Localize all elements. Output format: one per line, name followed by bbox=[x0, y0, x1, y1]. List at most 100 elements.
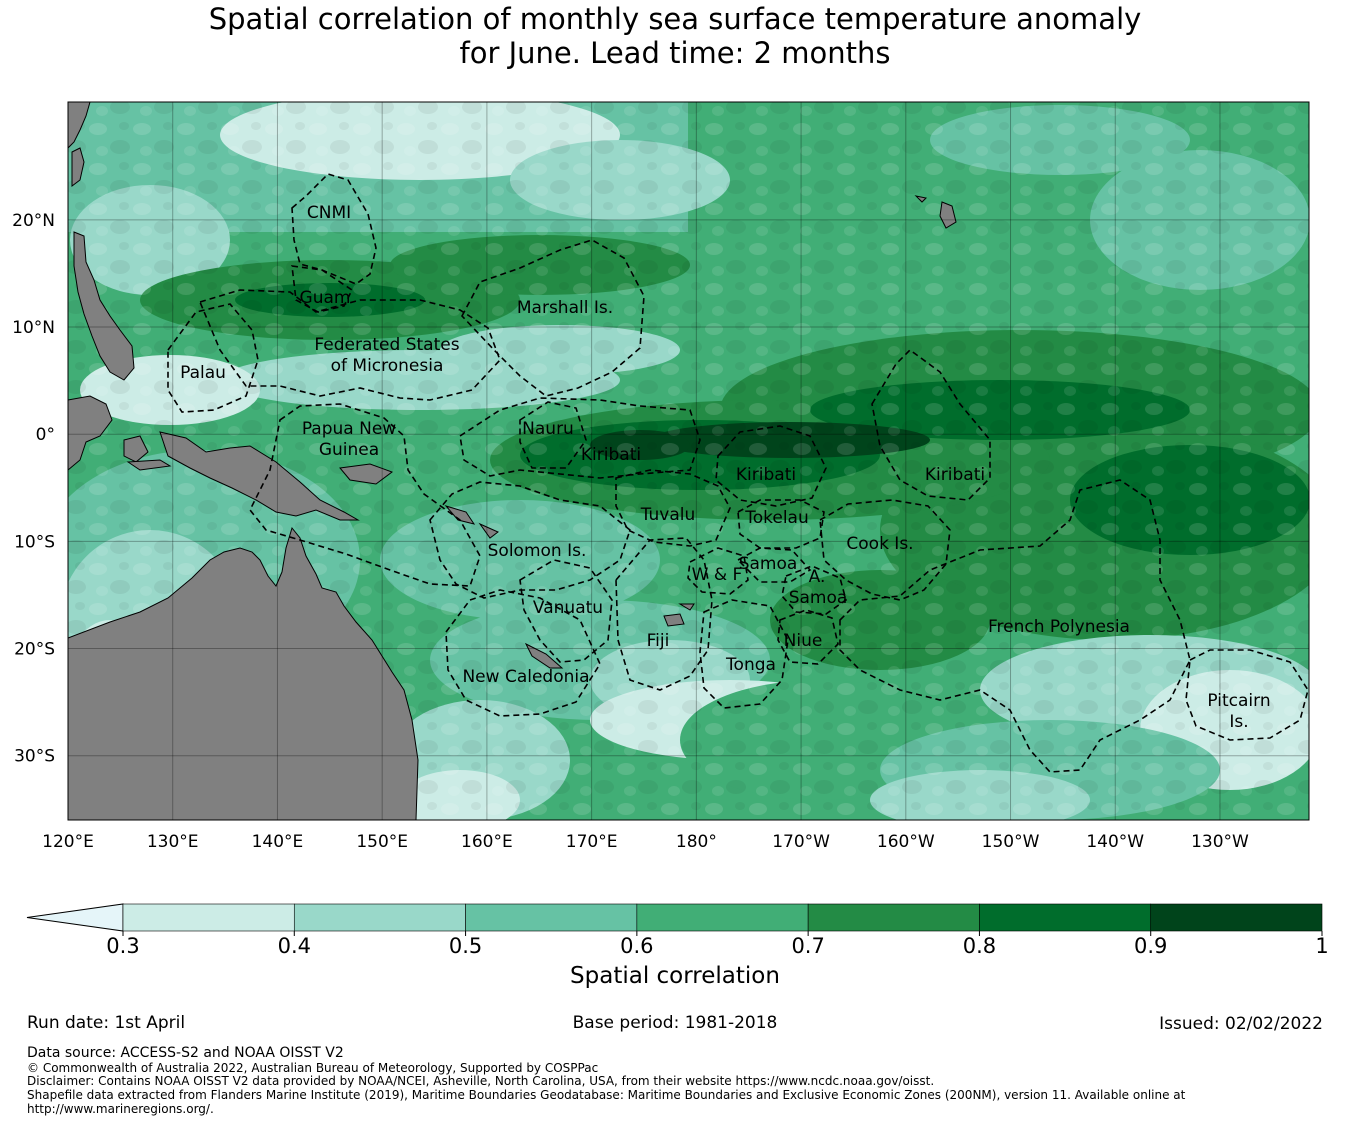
eez-wallis-futuna bbox=[687, 547, 749, 595]
region-label: Samoa bbox=[739, 554, 798, 574]
hawaii-2-landmass bbox=[914, 195, 928, 203]
colorbar-segment bbox=[465, 903, 638, 932]
region-label: Nauru bbox=[522, 419, 574, 439]
colorbar-tick-label: 0.7 bbox=[791, 934, 824, 958]
borneo-sulawesi-landmass bbox=[68, 395, 113, 471]
region-label: Vanuatu bbox=[533, 598, 603, 618]
colorbar-tick-label: 0.6 bbox=[620, 934, 653, 958]
region-label: Solomon Is. bbox=[488, 541, 587, 561]
lon-tick-label: 170°E bbox=[566, 832, 618, 852]
region-label: CNMI bbox=[307, 203, 351, 223]
eez-cook bbox=[819, 499, 951, 601]
lon-tick-label: 130°W bbox=[1191, 832, 1249, 852]
hawaii-landmass bbox=[939, 201, 957, 229]
eez-png bbox=[249, 403, 481, 587]
halmahera-landmass bbox=[123, 435, 149, 463]
sst-correlation-field bbox=[68, 102, 1309, 820]
base-period: Base period: 1981-2018 bbox=[572, 1013, 778, 1033]
lat-tick-label: 20°S bbox=[14, 640, 55, 660]
eez-niue bbox=[777, 609, 839, 665]
colorbar-segment bbox=[979, 903, 1152, 932]
region-label: Tokelau bbox=[744, 508, 809, 528]
eez-american-samoa bbox=[781, 565, 847, 615]
colorbar-tick-labels: 0.3 0.4 0.5 0.6 0.7 0.8 0.9 1 bbox=[106, 931, 1329, 958]
colorbar-tick-label: 0.4 bbox=[278, 934, 311, 958]
region-label: Niue bbox=[784, 631, 823, 651]
eez-nauru bbox=[519, 401, 587, 469]
colorbar-label: Spatial correlation bbox=[570, 963, 780, 989]
eez-french-polynesia bbox=[839, 479, 1191, 773]
run-date: Run date: 1st April bbox=[27, 1013, 186, 1033]
map-frame bbox=[67, 101, 1310, 821]
timor-landmass bbox=[126, 459, 172, 471]
colorbar-extend-arrow bbox=[26, 903, 124, 932]
region-label: Kiribati bbox=[736, 465, 796, 485]
fiji-landmass bbox=[663, 613, 685, 627]
lon-tick-label: 120°E bbox=[42, 832, 94, 852]
land-masses bbox=[68, 102, 957, 820]
eez-marshall bbox=[461, 239, 645, 397]
region-label: New Caledonia bbox=[462, 667, 589, 687]
region-label: Marshall Is. bbox=[517, 298, 613, 318]
colorbar-segment bbox=[293, 903, 466, 932]
taiwan-landmass bbox=[71, 147, 85, 187]
colorbar-tick-label: 0.5 bbox=[449, 934, 482, 958]
eez-kiribati-phoenix bbox=[715, 425, 827, 507]
eez-tuvalu bbox=[615, 469, 731, 547]
eez-micronesia bbox=[198, 289, 501, 401]
colorbar-tick-label: 0.9 bbox=[1134, 934, 1167, 958]
solomon-islands-landmass bbox=[444, 505, 476, 525]
eez-solomon bbox=[429, 481, 631, 599]
australia-landmass bbox=[68, 526, 419, 820]
eez-tonga bbox=[699, 599, 789, 709]
lat-tick-label: 10°S bbox=[14, 532, 55, 552]
lat-tick-label: 30°S bbox=[14, 747, 55, 767]
eez-new-caledonia bbox=[445, 589, 601, 717]
longitude-tick-labels: 120°E 130°E 140°E 150°E 160°E 170°E 180° 170°W 1… bbox=[42, 832, 1249, 852]
lat-tick-label: 20°N bbox=[12, 211, 55, 231]
region-label: Palau bbox=[180, 363, 226, 383]
eez-guam bbox=[291, 265, 354, 313]
lat-tick-label: 10°N bbox=[12, 318, 55, 338]
colorbar-segment bbox=[122, 903, 295, 932]
shapefile-credit: Shapefile data extracted from Flanders M… bbox=[27, 1088, 1186, 1102]
region-label: Guam bbox=[300, 288, 351, 308]
colorbar bbox=[26, 903, 1323, 932]
eez-cnmi bbox=[291, 173, 377, 285]
region-label: A. bbox=[809, 567, 826, 587]
copyright-notice: © Commonwealth of Australia 2022, Austra… bbox=[27, 1061, 599, 1075]
lon-tick-label: 180° bbox=[676, 832, 717, 852]
region-label: Federated States bbox=[314, 335, 459, 355]
lon-tick-label: 150°E bbox=[356, 832, 408, 852]
colorbar-segment bbox=[1150, 903, 1323, 932]
colorbar-tick-label: 0.3 bbox=[106, 934, 139, 958]
eez-samoa bbox=[736, 547, 812, 583]
colorbar-segment bbox=[636, 903, 809, 932]
colorbar-segment bbox=[807, 903, 980, 932]
new-britain-landmass bbox=[339, 463, 394, 485]
region-label: Papua New bbox=[302, 419, 396, 439]
shapefile-url: http://www.marineregions.org/. bbox=[27, 1102, 214, 1116]
region-label: Samoa bbox=[789, 588, 848, 608]
asia-mainland-landmass bbox=[68, 102, 91, 149]
region-label: Kiribati bbox=[925, 465, 985, 485]
fiji-2-landmass bbox=[678, 603, 695, 611]
region-label: Fiji bbox=[647, 631, 670, 651]
lon-tick-label: 150°W bbox=[982, 832, 1040, 852]
data-source: Data source: ACCESS-S2 and NOAA OISST V2 bbox=[27, 1045, 344, 1061]
region-label: French Polynesia bbox=[988, 617, 1130, 637]
eez-vanuatu bbox=[519, 559, 613, 663]
disclaimer: Disclaimer: Contains NOAA OISST V2 data … bbox=[27, 1074, 935, 1088]
lon-tick-label: 160°E bbox=[461, 832, 513, 852]
lon-tick-label: 130°E bbox=[147, 832, 199, 852]
eez-kiribati-gilbert bbox=[459, 397, 701, 479]
lon-tick-label: 140°W bbox=[1086, 832, 1144, 852]
new-caledonia-landmass bbox=[524, 642, 564, 669]
lat-tick-label: 0° bbox=[36, 425, 55, 445]
gridlines bbox=[68, 102, 1309, 820]
title-line-2: for June. Lead time: 2 months bbox=[459, 36, 891, 70]
philippines-landmass bbox=[73, 231, 135, 381]
issued-date: Issued: 02/02/2022 bbox=[1159, 1014, 1323, 1034]
